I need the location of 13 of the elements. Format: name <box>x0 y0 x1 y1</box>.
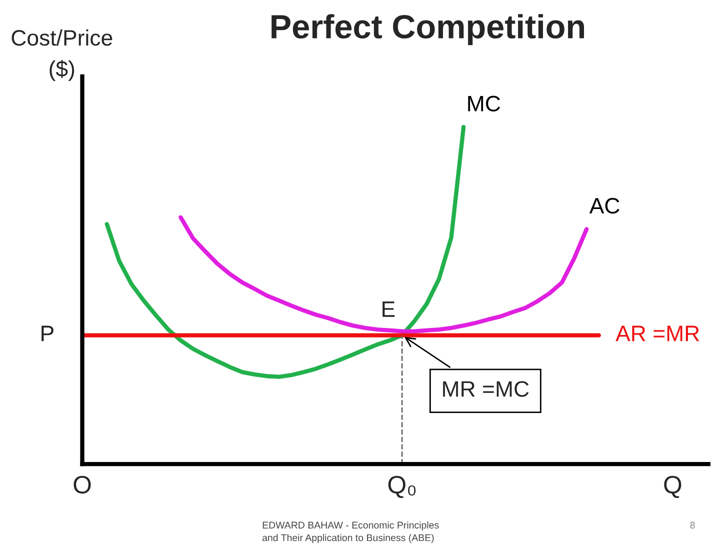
x-tick-label: Q₀ <box>388 476 416 498</box>
annotation: E <box>382 302 395 317</box>
text: EDWARD BAHAW - Economic Principles and Their Application to Business (ABE) <box>262 521 439 544</box>
series-label: AC <box>589 198 620 214</box>
series-label: MC <box>468 96 500 112</box>
annotation: MR =MC <box>443 381 529 397</box>
chart-title: Perfect Competition <box>272 14 584 46</box>
y-axis-title: Cost/Price ($) <box>12 29 112 82</box>
x-tick-label: Q <box>664 476 682 498</box>
text: 8 <box>690 522 695 529</box>
series-label: AR =MR <box>616 326 700 342</box>
text: P <box>42 326 54 342</box>
x-tick-label: O <box>74 476 91 494</box>
